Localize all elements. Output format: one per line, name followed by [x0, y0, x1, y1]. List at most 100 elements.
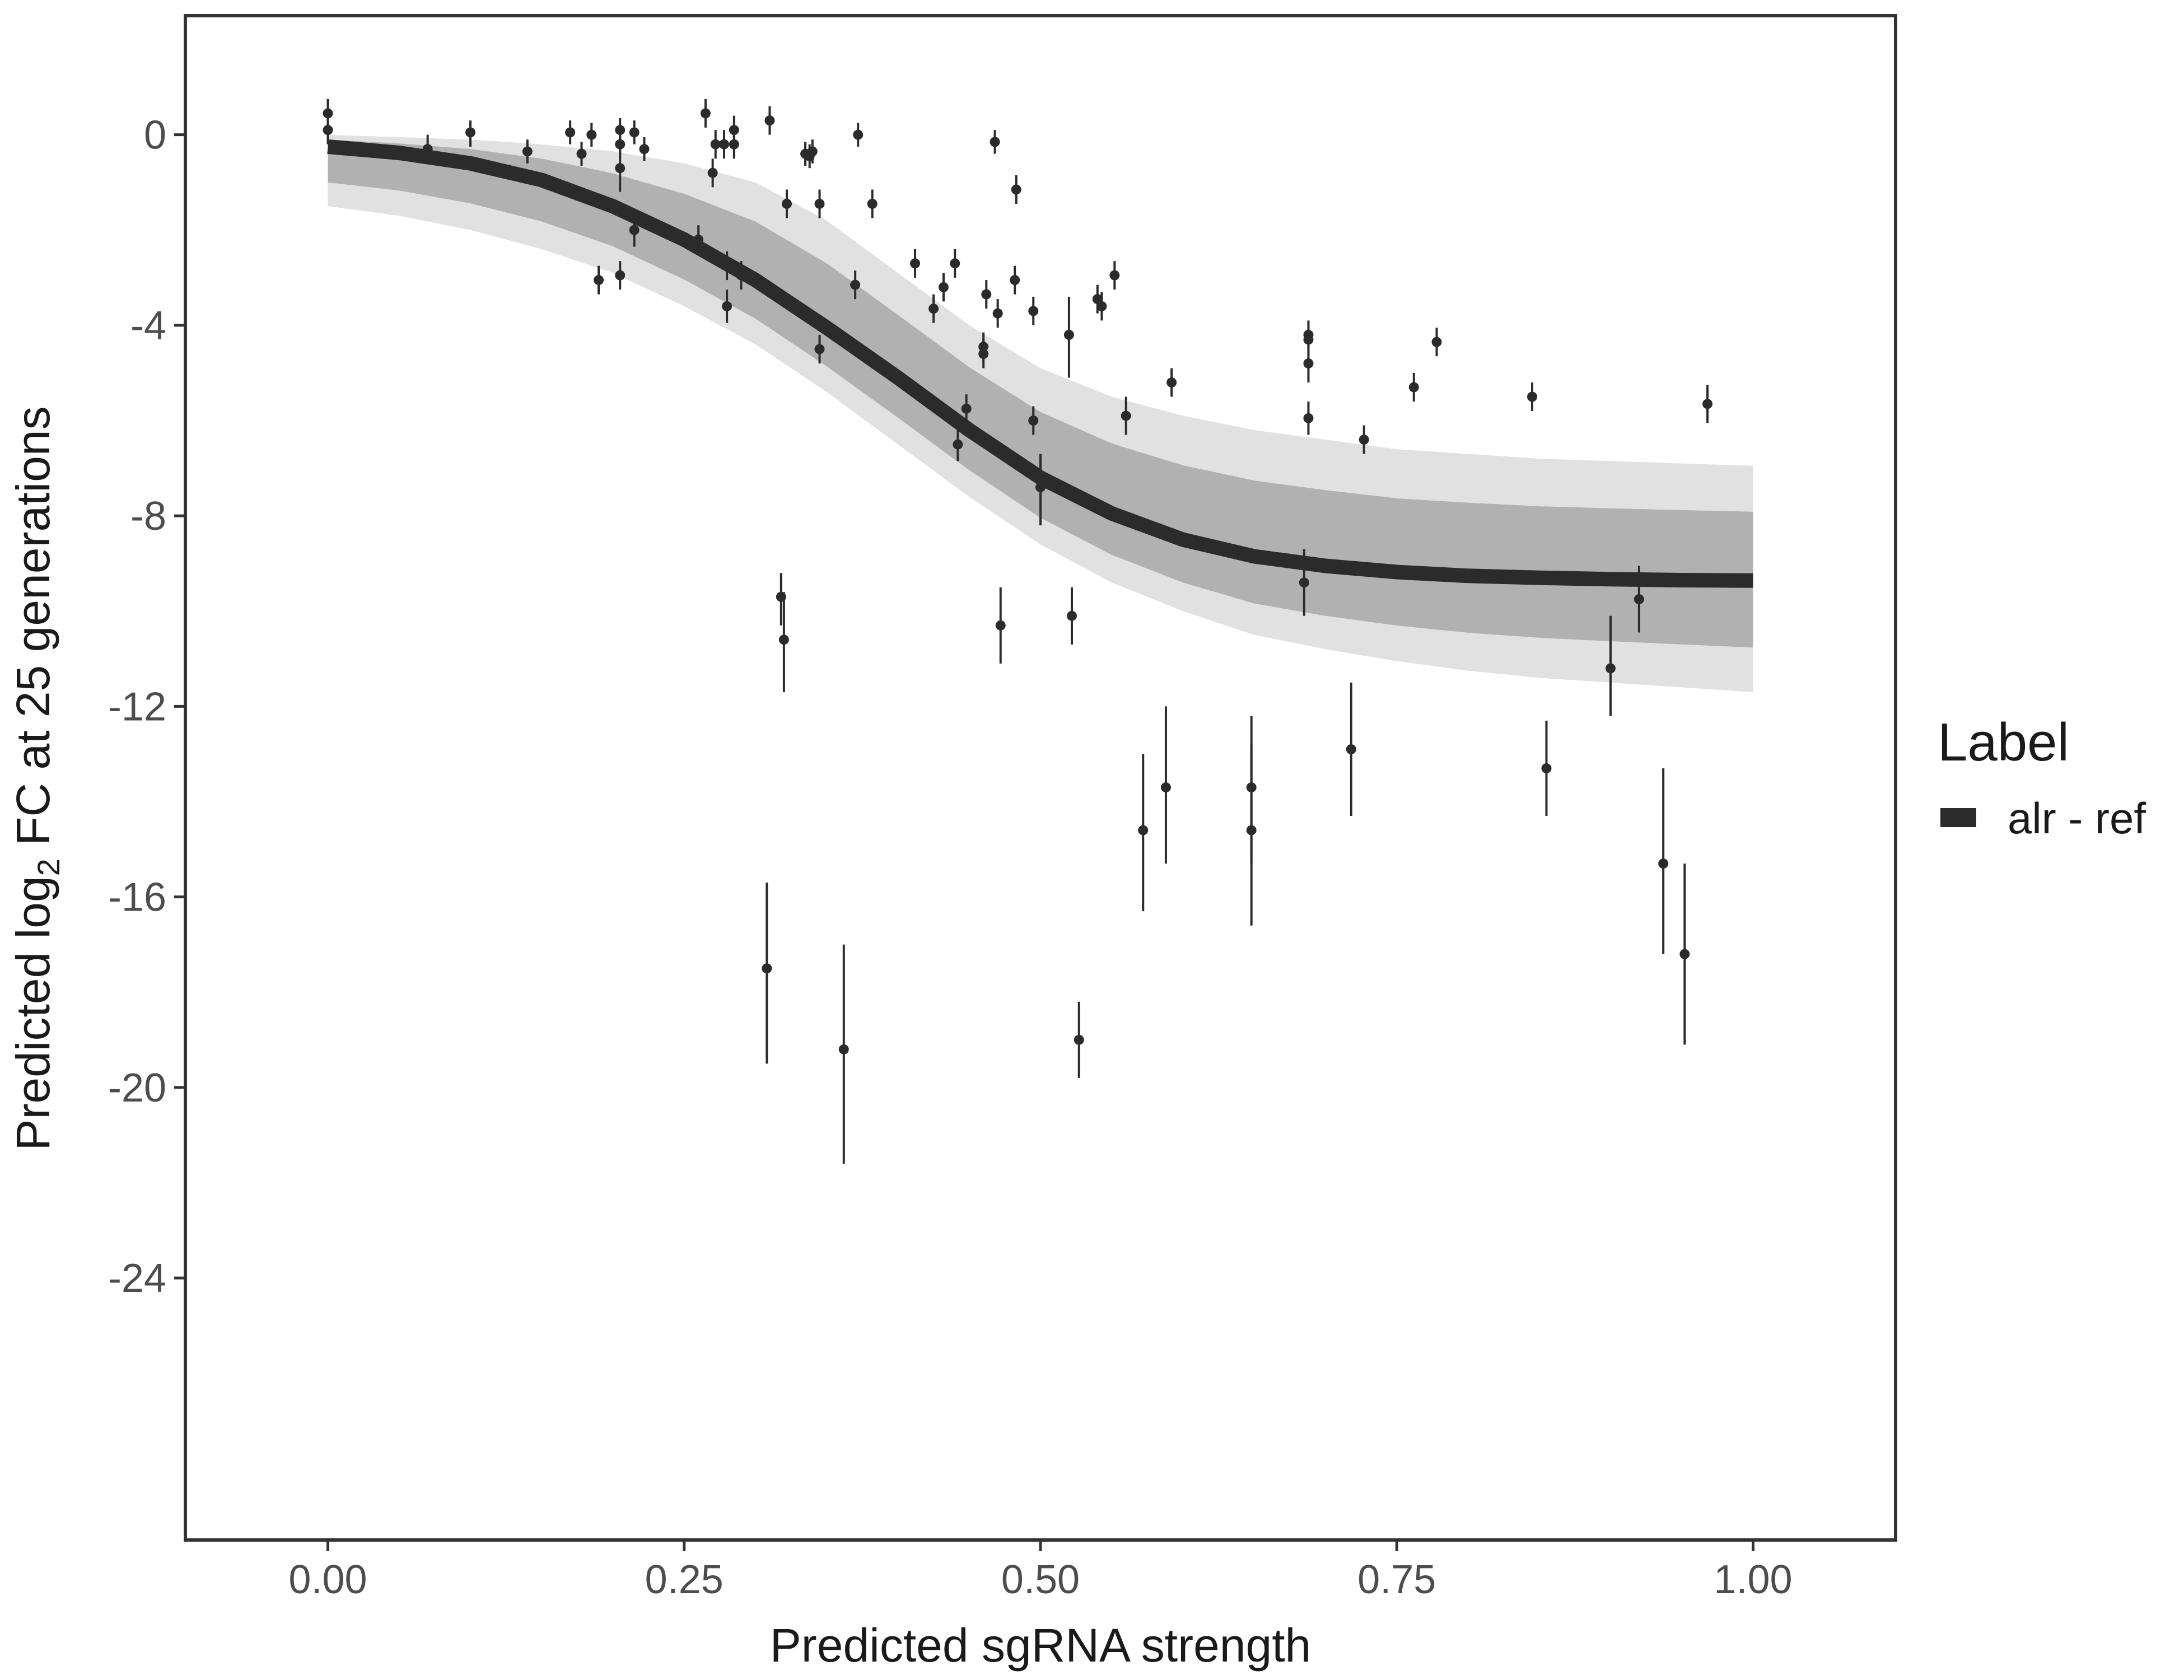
- x-tick-label: 0.50: [1001, 1557, 1080, 1602]
- point-marker: [615, 163, 626, 174]
- point-marker: [1010, 275, 1020, 286]
- data-point: [990, 130, 1000, 154]
- data-point: [1431, 328, 1442, 357]
- data-point: [1166, 368, 1177, 397]
- point-marker: [700, 108, 711, 119]
- y-tick-label: -4: [130, 304, 166, 348]
- point-marker: [781, 198, 792, 209]
- data-point: [565, 120, 576, 144]
- point-marker: [1063, 329, 1074, 340]
- point-marker: [990, 137, 1000, 147]
- data-point: [1138, 754, 1149, 912]
- data-point: [1346, 682, 1356, 816]
- point-marker: [950, 258, 960, 269]
- data-point: [323, 115, 333, 144]
- plot-panel-border: [184, 14, 1897, 1542]
- x-tick-label: 0.00: [288, 1557, 367, 1602]
- point-marker: [1303, 413, 1314, 423]
- point-marker: [992, 308, 1003, 319]
- point-marker: [1138, 825, 1149, 836]
- data-point: [807, 139, 818, 164]
- data-point: [1634, 566, 1644, 633]
- data-point: [1658, 768, 1669, 954]
- data-point: [707, 158, 718, 188]
- data-point: [814, 189, 825, 218]
- data-point: [700, 99, 711, 128]
- point-marker: [764, 115, 775, 126]
- data-point: [1541, 720, 1552, 816]
- point-marker: [1121, 410, 1131, 421]
- point-marker: [1109, 270, 1120, 281]
- x-tick-label: 0.25: [645, 1557, 724, 1602]
- posterior-draws: [328, 134, 1753, 692]
- point-marker: [928, 304, 939, 314]
- point-marker: [1634, 594, 1644, 605]
- data-point: [1035, 454, 1046, 526]
- point-marker: [995, 620, 1006, 631]
- point-marker: [1359, 435, 1369, 445]
- point-marker: [1166, 377, 1177, 388]
- point-marker: [1346, 744, 1356, 754]
- point-marker: [1299, 577, 1309, 588]
- point-marker: [1028, 306, 1039, 316]
- point-marker: [323, 108, 333, 119]
- point-marker: [594, 275, 604, 286]
- data-point: [953, 427, 963, 461]
- point-marker: [814, 344, 825, 354]
- x-axis: 0.00 0.25 0.50 0.75 1.00: [288, 1542, 1793, 1602]
- data-point: [1096, 292, 1107, 321]
- point-marker: [323, 125, 333, 136]
- point-marker: [981, 289, 992, 300]
- data-point: [995, 587, 1006, 664]
- data-point: [522, 139, 533, 164]
- data-point: [764, 106, 775, 135]
- data-point: [729, 130, 739, 159]
- data-point: [981, 280, 992, 309]
- data-point: [576, 142, 587, 166]
- data-point: [1028, 296, 1039, 325]
- data-point: [938, 273, 949, 302]
- y-axis: 0 -4 -8 -12 -16 -20 -24: [108, 113, 184, 1301]
- data-point: [465, 120, 475, 147]
- data-point: [992, 299, 1003, 328]
- point-marker: [838, 1044, 849, 1054]
- data-point: [910, 249, 921, 278]
- y-axis-title-prefix: Predicted log: [7, 876, 59, 1150]
- point-marker: [422, 144, 433, 155]
- data-point: [422, 134, 433, 164]
- data-point: [629, 216, 640, 247]
- point-marker: [1160, 782, 1171, 793]
- point-marker: [807, 146, 818, 157]
- data-point: [961, 394, 972, 423]
- point-marker: [1096, 301, 1107, 311]
- data-point: [722, 290, 732, 323]
- data-point: [1303, 402, 1314, 435]
- point-marker: [1246, 825, 1257, 836]
- data-point: [1010, 265, 1020, 295]
- data-point: [586, 123, 597, 147]
- data-point: [778, 592, 789, 692]
- data-point: [1606, 615, 1616, 716]
- point-marker: [938, 282, 949, 292]
- data-point: [719, 130, 730, 159]
- point-marker: [586, 129, 597, 140]
- point-marker: [565, 127, 576, 138]
- data-point: [1246, 744, 1257, 926]
- data-point: [1011, 175, 1021, 204]
- data-point: [950, 249, 960, 278]
- point-marker: [1035, 482, 1046, 493]
- point-marker: [729, 139, 739, 150]
- data-point: [1527, 382, 1538, 412]
- data-point: [1160, 706, 1171, 864]
- y-axis-title-subscript: 2: [31, 858, 66, 876]
- data-point: [710, 130, 721, 159]
- legend-swatch-alr-ref: [1940, 808, 1976, 827]
- y-tick-label: -8: [130, 494, 166, 539]
- point-marker: [1527, 391, 1538, 402]
- point-marker: [1606, 663, 1616, 674]
- point-marker: [639, 144, 650, 155]
- point-marker: [1679, 949, 1690, 959]
- point-marker: [710, 139, 721, 150]
